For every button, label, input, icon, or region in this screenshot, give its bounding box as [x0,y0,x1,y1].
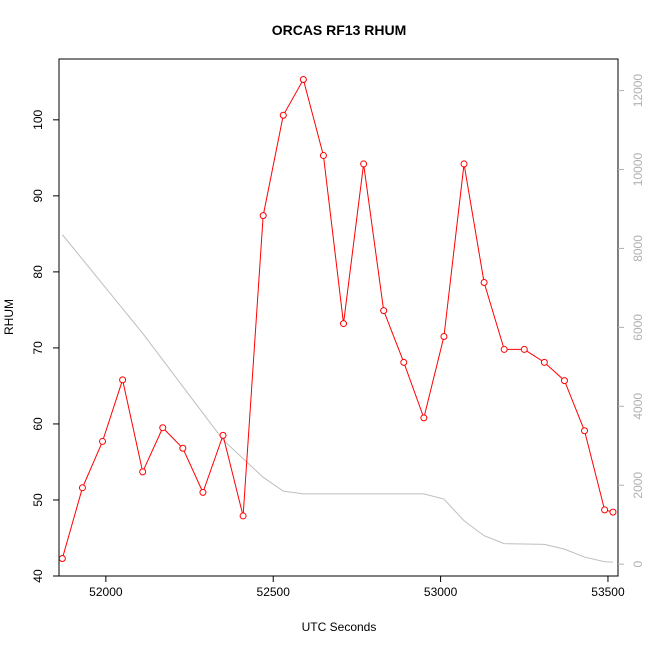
data-point [560,377,568,385]
data-point [159,424,167,432]
data-point [601,506,609,514]
data-point [581,427,589,435]
data-point [219,431,227,439]
data-point [540,358,548,366]
y2-tick-label: 12000 [631,74,645,108]
x-axis-label: UTC Seconds [302,620,377,634]
y2-tick-label: 4000 [631,393,645,420]
y-tick-label: 90 [31,189,45,203]
y-tick-label: 60 [31,417,45,431]
data-point [199,488,207,496]
plot-frame [58,58,619,577]
y2-tick-label: 10000 [631,152,645,186]
data-point [400,358,408,366]
data-point [279,111,287,119]
data-point [319,152,327,160]
series-line-secondary [61,234,614,563]
data-point [259,212,267,220]
y-tick-label: 50 [31,493,45,507]
series-line-rhum [61,78,614,559]
y2-tick-label: 8000 [631,235,645,262]
data-point [420,414,428,422]
data-point [239,512,247,520]
data-point [179,444,187,452]
y-axis-right: 0 2000 4000 6000 8000 10000 12000 [618,74,645,568]
data-point [480,279,488,287]
y-tick-label: 40 [31,569,45,583]
x-tick-label: 53000 [424,585,458,599]
y-tick-label: 100 [31,109,45,129]
x-tick-label: 52500 [257,585,291,599]
data-point [520,345,528,353]
data-point [460,160,468,168]
chart-title: ORCAS RF13 RHUM [272,22,407,38]
x-axis: 52000 52500 53000 53500 [89,576,625,599]
y-tick-label: 70 [31,341,45,355]
x-tick-label: 53500 [591,585,625,599]
data-point [340,320,348,328]
data-point [380,307,388,315]
x-tick-label: 52000 [89,585,123,599]
series-layer [58,76,617,563]
data-point [440,333,448,341]
data-point [609,508,617,516]
y2-tick-label: 6000 [631,314,645,341]
data-point [58,555,66,563]
y-axis-label: RHUM [2,299,16,335]
data-point [99,437,107,445]
y-tick-label: 80 [31,265,45,279]
data-point [139,468,147,476]
data-point [360,160,368,168]
data-point [78,484,86,492]
data-point [119,376,127,384]
y2-tick-label: 2000 [631,472,645,499]
y2-tick-label: 0 [631,561,645,568]
data-point [500,345,508,353]
y-axis-left: 40 50 60 70 80 90 100 [31,109,59,583]
data-point [299,76,307,84]
